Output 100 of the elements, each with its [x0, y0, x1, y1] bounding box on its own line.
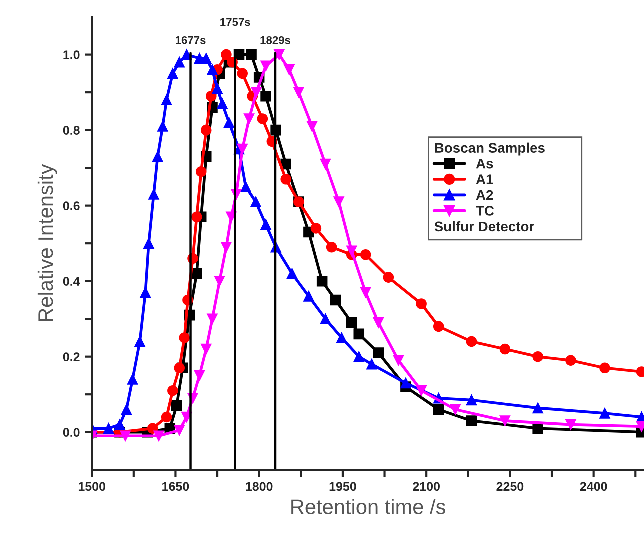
- point: [168, 385, 178, 396]
- point: [237, 68, 248, 80]
- point: [336, 332, 348, 344]
- point: [393, 355, 404, 366]
- annotation: Sulfur Detector: [434, 221, 534, 232]
- point: [134, 336, 146, 348]
- point: [194, 370, 206, 382]
- x-tick-label: 1500: [78, 482, 106, 492]
- point: [171, 400, 182, 412]
- point: [304, 291, 314, 302]
- y-tick-label: 0.6: [63, 202, 80, 210]
- point: [383, 272, 394, 283]
- point: [244, 114, 255, 124]
- point: [320, 314, 332, 324]
- y-axis-title: Relative Intensity: [38, 164, 58, 322]
- point: [103, 423, 114, 434]
- point: [240, 182, 252, 192]
- point: [360, 287, 372, 298]
- point: [600, 362, 610, 374]
- x-tick-label: 1950: [330, 482, 356, 492]
- legend-label: As: [476, 159, 494, 169]
- point: [196, 166, 207, 178]
- point: [416, 385, 427, 396]
- point: [260, 219, 272, 230]
- ref-line-label: 1757s: [220, 18, 250, 26]
- point: [326, 242, 338, 253]
- y-tick-label: 1.0: [64, 50, 80, 60]
- ref-line-label: 1829s: [260, 36, 290, 44]
- x-tick-label: 1650: [162, 482, 190, 492]
- point: [260, 60, 272, 72]
- legend-label: A1: [476, 174, 494, 184]
- point: [174, 362, 185, 374]
- point: [179, 332, 190, 344]
- point: [280, 174, 292, 185]
- x-tick-label: 2400: [580, 482, 608, 492]
- point: [566, 355, 576, 366]
- point: [354, 328, 365, 340]
- point: [174, 425, 185, 436]
- point: [416, 298, 427, 310]
- point: [214, 276, 226, 287]
- point: [334, 196, 344, 208]
- point: [360, 250, 372, 260]
- point: [294, 87, 304, 98]
- x-axis-title: Retention time /s: [292, 499, 446, 514]
- point: [284, 64, 295, 76]
- point: [168, 68, 178, 80]
- legend-label: TC: [476, 206, 494, 216]
- point: [366, 359, 378, 370]
- point: [532, 351, 544, 362]
- point: [212, 83, 223, 94]
- point: [466, 336, 478, 348]
- point: [148, 189, 160, 200]
- point: [154, 430, 164, 442]
- point: [566, 419, 576, 430]
- point: [500, 344, 511, 355]
- point: [532, 402, 544, 414]
- point: [161, 412, 172, 423]
- point: [330, 294, 342, 306]
- point: [251, 87, 262, 98]
- point: [120, 430, 131, 442]
- point: [346, 246, 358, 257]
- point: [600, 408, 610, 419]
- point: [466, 416, 478, 426]
- point: [161, 94, 172, 106]
- point: [433, 404, 444, 416]
- point: [346, 317, 358, 328]
- point: [127, 374, 138, 385]
- point: [500, 416, 511, 426]
- legend-title: Boscan Samples: [435, 142, 545, 156]
- point: [433, 321, 444, 332]
- x-tick-label: 2250: [496, 482, 524, 492]
- point: [250, 196, 262, 208]
- point: [320, 158, 332, 170]
- point: [206, 90, 217, 102]
- point: [373, 348, 384, 358]
- y-tick-label: 0.8: [63, 126, 80, 135]
- point: [158, 121, 168, 132]
- point: [532, 423, 544, 434]
- point: [147, 423, 158, 434]
- point: [310, 223, 322, 234]
- x-tick-label: 1800: [246, 482, 273, 492]
- y-tick-label: 0.0: [63, 428, 80, 438]
- point: [121, 404, 132, 416]
- point: [466, 394, 478, 406]
- point: [192, 212, 202, 223]
- point: [306, 121, 318, 132]
- point: [207, 314, 218, 324]
- legend-label: A2: [476, 190, 494, 200]
- x-tick-label: 2100: [413, 482, 440, 492]
- point: [274, 49, 285, 60]
- y-tick-label: 0.2: [63, 352, 80, 362]
- point: [316, 276, 328, 287]
- point: [174, 56, 185, 68]
- point: [450, 404, 461, 416]
- point: [152, 151, 164, 162]
- point: [200, 124, 212, 136]
- point: [237, 144, 248, 155]
- point: [286, 268, 298, 280]
- point: [114, 419, 126, 430]
- point: [354, 351, 365, 362]
